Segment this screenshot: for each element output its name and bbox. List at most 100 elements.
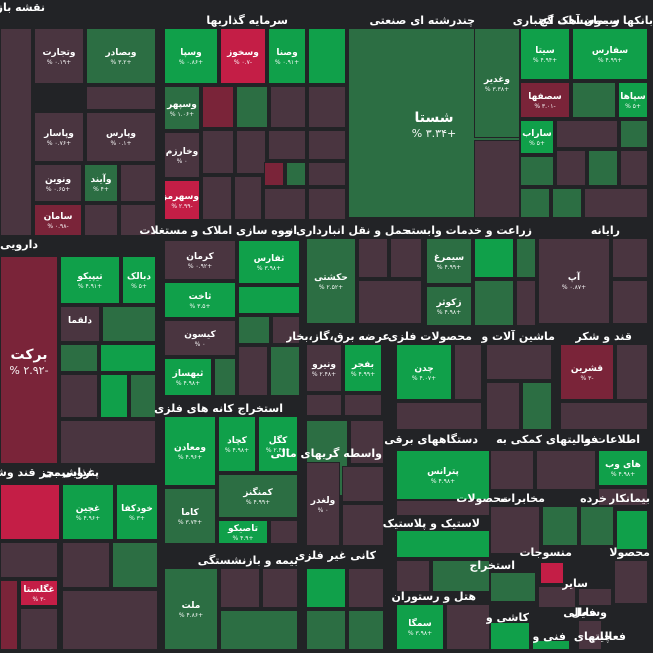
tile[interactable] [344, 394, 382, 416]
tile[interactable] [84, 204, 118, 236]
tile-ونیرو[interactable]: ونیرو +۲.۴۸ % [306, 344, 342, 392]
tile[interactable] [474, 140, 520, 218]
tile[interactable] [268, 130, 306, 160]
tile[interactable] [342, 504, 384, 546]
tile-سامان[interactable]: سامان -۰.۹۸ % [34, 204, 82, 236]
tile[interactable] [612, 280, 648, 324]
tile[interactable] [112, 542, 158, 588]
tile[interactable] [572, 82, 616, 118]
tile-دبالک[interactable]: دبالک +۵ % [122, 256, 156, 304]
tile-برکت[interactable]: برکت -۲.۹۲ % [0, 256, 58, 464]
tile-وغدیر[interactable]: وغدیر +۳.۳۸ % [474, 28, 520, 138]
tile[interactable] [220, 610, 298, 650]
tile-وپاسار[interactable]: وپاسار +۰.۷۶ % [34, 112, 84, 162]
tile[interactable] [350, 420, 384, 464]
tile[interactable] [120, 164, 156, 202]
tile[interactable] [238, 316, 270, 344]
tile[interactable] [306, 568, 346, 608]
tile-کیسون[interactable]: کیسون ۰ % [164, 320, 236, 356]
tile-ثاخت[interactable]: ثاخت +۳.۵ % [164, 282, 236, 318]
tile[interactable] [348, 610, 384, 650]
tile-وخارزم[interactable]: وخارزم ۰ % [164, 132, 200, 178]
tile[interactable] [238, 346, 268, 396]
tile[interactable] [490, 450, 534, 490]
tile-وسپا[interactable]: وسپا +۰.۸۶ % [164, 28, 218, 84]
tile[interactable] [308, 28, 346, 84]
tile[interactable] [308, 188, 346, 220]
tile-تیپیکو[interactable]: تیپیکو +۴.۹۱ % [60, 256, 120, 304]
tile[interactable] [578, 620, 602, 650]
tile-کگل[interactable]: کگل +۲.۴۵ % [258, 416, 298, 472]
tile[interactable] [306, 394, 342, 416]
tile[interactable] [286, 162, 306, 186]
tile[interactable] [214, 358, 236, 396]
tile-ملت[interactable]: ملت +۴.۸۶ % [164, 568, 218, 650]
tile[interactable] [20, 608, 58, 650]
tile[interactable] [396, 500, 490, 516]
tile[interactable] [272, 316, 300, 344]
tile[interactable] [490, 622, 530, 650]
tile[interactable] [486, 382, 520, 430]
tile[interactable] [616, 344, 648, 400]
tile-سمگا[interactable]: سمگا +۳.۹۸ % [396, 604, 444, 650]
tile[interactable] [620, 120, 648, 148]
tile[interactable] [620, 150, 648, 186]
tile[interactable] [236, 130, 266, 174]
tile[interactable] [358, 238, 388, 278]
tile-بفجر[interactable]: بفجر +۴.۹۹ % [344, 344, 382, 392]
tile-غچین[interactable]: غچین +۴.۹۶ % [62, 484, 114, 540]
tile-خودکفا[interactable]: خودکفا +۳ % [116, 484, 158, 540]
tile-ساراب[interactable]: ساراب +۵ % [520, 120, 554, 154]
tile-وسهرمز[interactable]: وسهرمز -۲.۹۹ % [164, 180, 200, 220]
tile-حکشتی[interactable]: حکشتی +۲.۵۲ % [306, 238, 356, 324]
tile[interactable] [270, 86, 306, 128]
tile[interactable] [490, 506, 540, 554]
tile[interactable] [552, 188, 582, 218]
tile-چدن[interactable]: چدن +۴.۰۷ % [396, 344, 452, 400]
tile[interactable] [264, 162, 284, 186]
tile-های وب[interactable]: های وب +۴.۹۸ % [598, 450, 648, 486]
tile[interactable] [522, 382, 552, 430]
tile-آپ[interactable]: آپ +۰.۸۷ % [538, 238, 610, 324]
tile[interactable] [454, 344, 482, 400]
tile[interactable] [270, 346, 300, 396]
tile[interactable] [0, 484, 60, 540]
tile[interactable] [86, 86, 156, 110]
tile-قشرین[interactable]: قشرین -۳ % [560, 344, 614, 400]
tile-غگلستا[interactable]: غگلستا -۳ % [20, 580, 58, 606]
tile[interactable] [516, 280, 536, 326]
tile[interactable] [540, 562, 564, 584]
tile[interactable] [0, 28, 32, 236]
tile[interactable] [536, 450, 596, 490]
tile[interactable] [542, 506, 578, 546]
tile-وسپهر[interactable]: وسپهر +۱.۰۶ % [164, 86, 200, 130]
tile[interactable] [130, 374, 156, 418]
tile-ثبهساز[interactable]: ثبهساز +۴.۹۸ % [164, 358, 212, 396]
tile[interactable] [578, 588, 612, 606]
tile[interactable] [0, 580, 18, 650]
tile[interactable] [446, 604, 490, 650]
tile-وسخوز[interactable]: وسخوز -۰.۷ % [220, 28, 266, 84]
tile[interactable] [62, 542, 110, 588]
tile[interactable] [102, 306, 156, 342]
tile[interactable] [202, 130, 234, 174]
tile-وصنا[interactable]: وصنا +۰.۹۱ % [268, 28, 306, 84]
tile[interactable] [474, 280, 514, 326]
tile-سیمرغ[interactable]: سیمرغ +۴.۹۹ % [426, 238, 472, 284]
tile[interactable] [556, 120, 618, 148]
tile[interactable] [520, 188, 550, 218]
tile[interactable] [612, 238, 648, 278]
tile[interactable] [0, 542, 58, 578]
tile[interactable] [396, 530, 490, 558]
tile[interactable] [120, 204, 156, 236]
tile[interactable] [234, 176, 262, 220]
tile[interactable] [614, 560, 648, 604]
tile[interactable] [202, 86, 234, 128]
tile[interactable] [556, 150, 586, 186]
tile[interactable] [220, 568, 260, 608]
tile-تاصیکو[interactable]: تاصیکو +۴.۹ % [218, 520, 268, 544]
tile[interactable] [100, 374, 128, 418]
tile[interactable] [584, 188, 648, 218]
tile-وآیند[interactable]: وآیند +۴ % [84, 164, 118, 202]
tile-دلقما[interactable]: دلقما [60, 306, 100, 342]
